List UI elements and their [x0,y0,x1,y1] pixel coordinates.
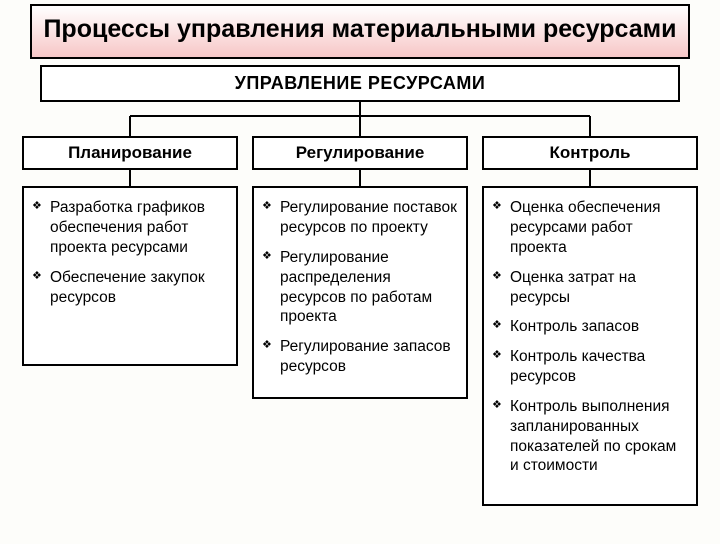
column-planning: Планирование Разработка графиков обеспеч… [22,136,238,506]
list-item: Контроль выполнения запланированных пока… [490,397,688,476]
column-control: Контроль Оценка обеспечения ресурсами ра… [482,136,698,506]
column-regulation: Регулирование Регулирование поставок рес… [252,136,468,506]
column-header: Планирование [22,136,238,170]
columns-row: Планирование Разработка графиков обеспеч… [22,136,698,506]
list-item: Оценка обеспечения ресурсами работ проек… [490,198,688,257]
column-header: Регулирование [252,136,468,170]
column-body: Разработка графиков обеспечения работ пр… [22,186,238,366]
list-item: Оценка затрат на ресурсы [490,268,688,308]
connector-vertical [359,170,361,186]
list-item: Регулирование поставок ресурсов по проек… [260,198,458,238]
connector-vertical [129,170,131,186]
list-item: Контроль запасов [490,317,688,337]
list-item: Разработка графиков обеспечения работ пр… [30,198,228,257]
list-item: Контроль качества ресурсов [490,347,688,387]
root-node: УПРАВЛЕНИЕ РЕСУРСАМИ [40,65,680,102]
diagram-container: УПРАВЛЕНИЕ РЕСУРСАМИ Планирование Разраб… [22,65,698,506]
column-body: Оценка обеспечения ресурсами работ проек… [482,186,698,506]
column-header: Контроль [482,136,698,170]
page-title: Процессы управления материальными ресурс… [30,4,690,59]
column-body: Регулирование поставок ресурсов по проек… [252,186,468,399]
list-item: Регулирование запасов ресурсов [260,337,458,377]
connector-vertical [589,170,591,186]
list-item: Регулирование распределения ресурсов по … [260,248,458,327]
connector-lines [22,102,698,136]
list-item: Обеспечение закупок ресурсов [30,268,228,308]
